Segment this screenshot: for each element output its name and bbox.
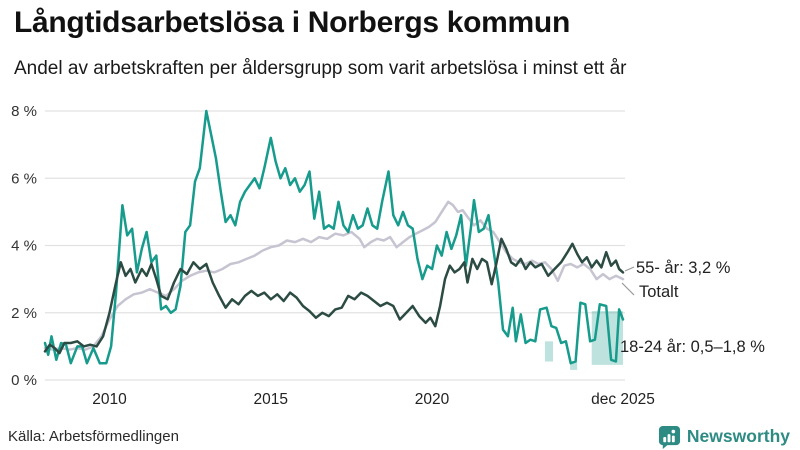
x-tick-label: dec 2025 (591, 391, 655, 408)
y-tick-label: 2 % (11, 305, 37, 322)
y-tick-label: 6 % (11, 170, 37, 187)
uncertainty-band (544, 341, 554, 362)
source-label: Källa: Arbetsförmedlingen (8, 428, 179, 445)
connector-line-totalt (621, 282, 635, 296)
connector-line-55-ar (624, 266, 635, 272)
newsworthy-icon (658, 425, 680, 449)
annotation-18-24-ar: 18-24 år: 0,5–1,8 % (620, 338, 765, 356)
series-line-55--r (43, 237, 625, 355)
annotation-totalt: Totalt (639, 283, 679, 301)
x-tick-label: 2020 (415, 391, 450, 408)
x-tick-label: 2015 (254, 391, 288, 408)
newsworthy-wordmark: Newsworthy (686, 426, 790, 446)
y-tick-label: 8 % (11, 103, 37, 120)
line-chart: 8 % 6 % 4 % 2 % 0 % 2010 2015 2020 dec 2025 (11, 103, 655, 408)
annotation-55-ar: 55- år: 3,2 % (636, 259, 731, 277)
chart-subtitle: Andel av arbetskraften per åldersgrupp s… (14, 58, 627, 79)
x-tick-label: 2010 (92, 391, 127, 408)
series-line-18-24-r (43, 109, 625, 365)
y-tick-label: 0 % (11, 372, 37, 389)
series-line-Totalt (43, 200, 625, 351)
page-title: Långtidsarbetslösa i Norbergs kommun (14, 6, 570, 39)
newsworthy-logo[interactable]: Newsworthy (658, 425, 790, 449)
footer: Källa: Arbetsförmedlingen Newsworthy (8, 423, 790, 450)
y-tick-label: 4 % (11, 238, 37, 255)
uncertainty-band (570, 361, 578, 370)
